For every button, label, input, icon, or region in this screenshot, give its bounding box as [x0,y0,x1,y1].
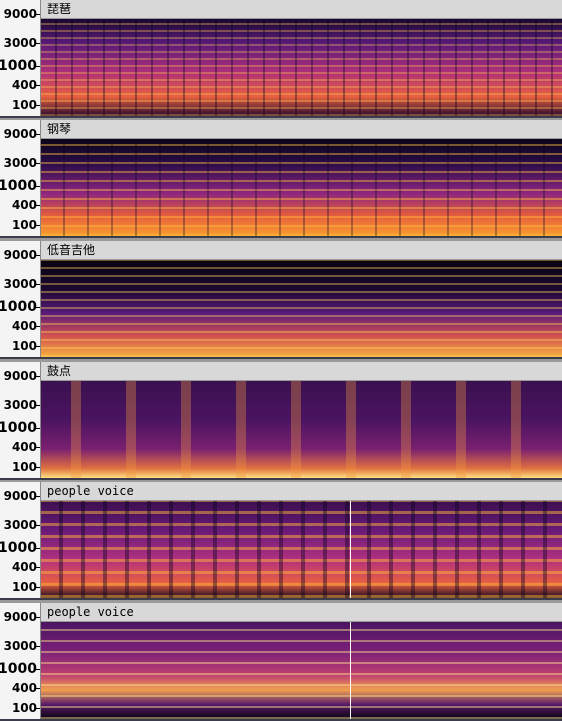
tick-mark [36,255,40,256]
spectrogram [41,260,562,357]
track-header[interactable]: 琵琶 [41,0,562,19]
track: 9000 3000 1000 400 100 钢琴 [0,120,562,238]
tick-mark [36,428,40,429]
play-cursor [350,501,351,598]
tick-mark [36,284,40,285]
spectrogram [41,381,562,478]
tick-mark [36,548,40,549]
frequency-label: 9000 [3,7,37,21]
tick-mark [36,105,40,106]
track: 9000 3000 1000 400 100 低音吉他 [0,241,562,359]
frequency-label: 1000 [0,178,37,194]
track: 9000 3000 1000 400 100 琵琶 [0,0,562,118]
frequency-ruler: 9000 3000 1000 400 100 [0,362,41,478]
tick-mark [36,376,40,377]
tick-mark [36,646,40,647]
frequency-label: 3000 [3,277,37,291]
frequency-label: 3000 [3,156,37,170]
tick-mark [36,14,40,15]
track-header[interactable]: people voice [41,603,562,622]
track: 9000 3000 1000 400 100 people voice [0,603,562,721]
tick-mark [36,669,40,670]
tick-mark [36,134,40,135]
track-name[interactable]: people voice [47,605,134,619]
tick-mark [36,43,40,44]
tick-mark [36,186,40,187]
tick-mark [36,225,40,226]
tick-mark [36,567,40,568]
frequency-label: 100 [11,339,37,353]
tick-mark [36,708,40,709]
frequency-label: 400 [11,319,37,333]
track-header[interactable]: 钢琴 [41,120,562,139]
tick-mark [36,163,40,164]
tick-mark [36,205,40,206]
frequency-label: 9000 [3,610,37,624]
frequency-label: 400 [11,78,37,92]
frequency-label: 1000 [0,661,37,677]
spectrogram [41,19,562,116]
track-header[interactable]: 鼓点 [41,362,562,381]
frequency-label: 9000 [3,489,37,503]
frequency-label: 400 [11,440,37,454]
tick-mark [36,525,40,526]
frequency-label: 3000 [3,398,37,412]
track-name[interactable]: 低音吉他 [47,243,96,257]
tick-mark [36,467,40,468]
tick-mark [36,587,40,588]
tick-mark [36,307,40,308]
track-name[interactable]: 钢琴 [47,122,72,136]
frequency-label: 400 [11,198,37,212]
frequency-ruler: 9000 3000 1000 400 100 [0,0,41,116]
frequency-label: 3000 [3,36,37,50]
frequency-label: 9000 [3,127,37,141]
frequency-label: 9000 [3,369,37,383]
frequency-label: 1000 [0,58,37,74]
frequency-ruler: 9000 3000 1000 400 100 [0,241,41,357]
spectrogram [41,622,562,719]
track-name[interactable]: 琵琶 [47,2,72,16]
frequency-label: 3000 [3,639,37,653]
frequency-label: 100 [11,460,37,474]
frequency-label: 100 [11,701,37,715]
frequency-label: 100 [11,98,37,112]
frequency-label: 400 [11,681,37,695]
spectrogram [41,501,562,598]
tick-mark [36,405,40,406]
track-header[interactable]: 低音吉他 [41,241,562,260]
spectrogram [41,139,562,236]
play-cursor [350,622,351,719]
frequency-label: 1000 [0,540,37,556]
frequency-label: 100 [11,218,37,232]
frequency-label: 1000 [0,420,37,436]
tick-mark [36,447,40,448]
frequency-label: 9000 [3,248,37,262]
frequency-label: 100 [11,580,37,594]
tick-mark [36,496,40,497]
track: 9000 3000 1000 400 100 鼓点 [0,362,562,480]
tick-mark [36,326,40,327]
track: 9000 3000 1000 400 100 people voice [0,482,562,600]
frequency-ruler: 9000 3000 1000 400 100 [0,482,41,598]
frequency-ruler: 9000 3000 1000 400 100 [0,120,41,236]
tick-mark [36,66,40,67]
frequency-label: 400 [11,560,37,574]
track-name[interactable]: 鼓点 [47,364,72,378]
track-name[interactable]: people voice [47,484,134,498]
tick-mark [36,688,40,689]
tick-mark [36,346,40,347]
frequency-ruler: 9000 3000 1000 400 100 [0,603,41,719]
tick-mark [36,85,40,86]
frequency-label: 3000 [3,518,37,532]
tick-mark [36,617,40,618]
track-header[interactable]: people voice [41,482,562,501]
frequency-label: 1000 [0,299,37,315]
